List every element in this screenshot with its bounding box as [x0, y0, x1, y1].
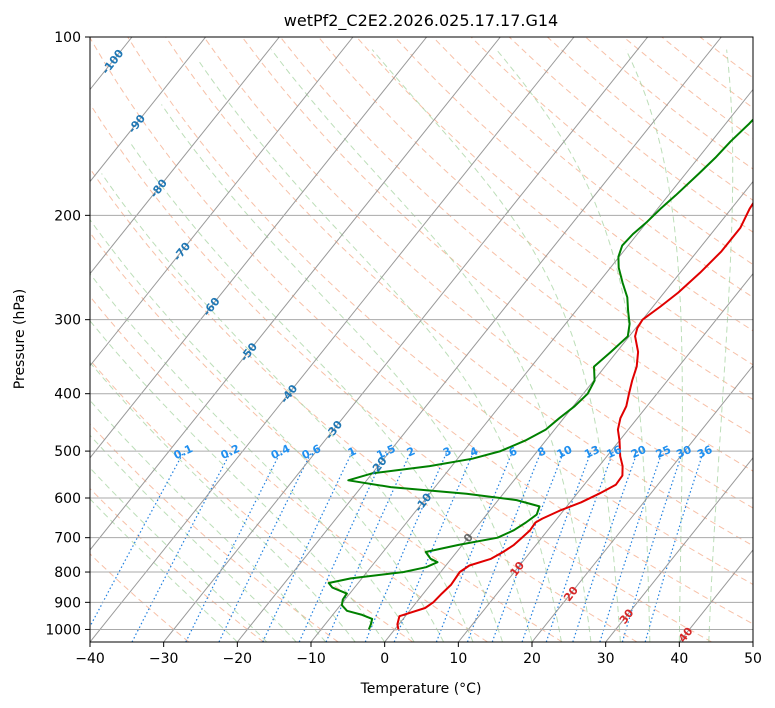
isotherms — [90, 37, 753, 642]
moist-adiabat — [90, 434, 297, 642]
moist-adiabat — [270, 49, 592, 642]
isotherm-line — [384, 180, 753, 642]
dry-adiabat — [90, 231, 563, 642]
moist-adiabat — [90, 467, 268, 642]
dewpoint-line — [327, 118, 753, 630]
moist-adiabat — [496, 49, 651, 642]
isotherm-line — [90, 37, 354, 367]
x-tick-label: −40 — [75, 651, 105, 667]
moist-adiabat — [90, 361, 356, 642]
x-tick-label: 0 — [380, 651, 389, 667]
moist-adiabat — [625, 49, 683, 642]
mixing-ratio-line — [572, 450, 639, 642]
mixing-ratio-line — [435, 450, 514, 642]
moist-adiabat — [90, 218, 445, 642]
mixing-ratio-label: 36 — [695, 443, 715, 461]
moist-adiabat — [90, 399, 327, 642]
x-tick-label: −10 — [296, 651, 326, 667]
mixing-ratio-line — [90, 450, 185, 628]
mixing-ratio-line — [364, 450, 448, 642]
chart-title: wetPf2_C2E2.2026.025.17.17.G14 — [284, 11, 558, 31]
isotherm-line — [310, 88, 753, 642]
isotherm-line — [90, 37, 280, 275]
moist-adiabat — [708, 49, 734, 642]
mixing-ratio-line — [466, 450, 542, 642]
y-tick-label: 900 — [54, 595, 81, 611]
plot-frame — [89, 36, 754, 643]
moist-adiabat — [90, 273, 415, 642]
isotherm-line — [90, 37, 207, 183]
dry-adiabat — [90, 553, 190, 642]
mixing-ratio-label: 16 — [605, 443, 625, 461]
moist-adiabats — [90, 49, 734, 642]
isotherm-line — [90, 37, 428, 459]
moist-adiabat — [371, 49, 621, 642]
isotherm-line — [163, 37, 649, 642]
mixing-ratio-line — [599, 450, 663, 642]
dry-adiabat — [90, 167, 638, 642]
mixing-ratio-label: 30 — [674, 443, 694, 461]
moist-adiabat — [90, 320, 386, 642]
y-tick-label: 1000 — [45, 622, 81, 638]
mixing-ratio-line — [521, 450, 592, 642]
y-axis-ticks: 100 200 300 400 500 600 700 800 900 1000 — [45, 30, 90, 638]
dry-adiabat — [90, 37, 753, 625]
y-axis-label: Pressure (hPa) — [12, 289, 28, 389]
isotherm-line — [90, 37, 501, 551]
mixing-ratio-line — [325, 450, 412, 642]
moist-adiabat — [161, 104, 533, 642]
dry-adiabat — [203, 37, 753, 509]
y-tick-label: 100 — [54, 30, 81, 46]
temperature-line — [396, 201, 753, 630]
y-tick-label: 500 — [54, 444, 81, 460]
moist-adiabat — [90, 498, 238, 642]
x-tick-label: −30 — [149, 651, 179, 667]
x-axis-label: Temperature (°C) — [360, 681, 482, 697]
plot-area: 0.1 0.2 0.4 0.6 1 1.5 2 3 4 6 8 10 13 16 20 25 30 36-100-… — [90, 37, 753, 642]
isotherm-line — [236, 37, 722, 642]
x-tick-label: 50 — [744, 651, 762, 667]
dry-adiabat — [90, 103, 712, 642]
dry-adiabat — [90, 423, 339, 642]
y-tick-label: 300 — [54, 313, 81, 329]
x-tick-label: 10 — [449, 651, 467, 667]
isotherm-line — [90, 37, 575, 642]
dry-adiabat — [394, 37, 753, 332]
x-tick-label: 20 — [523, 651, 541, 667]
isotherm-line — [531, 364, 753, 642]
moist-adiabat — [198, 61, 562, 642]
x-axis-ticks: −40 −30 −20 −10 0 10 20 30 40 50 — [75, 642, 762, 667]
y-tick-label: 200 — [54, 208, 81, 224]
mixing-ratio-label: 10 — [555, 443, 575, 461]
isotherm-line — [457, 272, 753, 642]
y-tick-label: 800 — [54, 565, 81, 581]
dry-adiabats — [90, 37, 753, 642]
x-tick-label: −20 — [223, 651, 253, 667]
dry-adiabat — [356, 37, 753, 366]
mixing-ratio-line — [185, 450, 282, 642]
mixing-ratio-line — [491, 450, 565, 642]
mixing-ratio-label: 25 — [654, 443, 673, 461]
dry-adiabat — [318, 37, 753, 401]
y-tick-label: 700 — [54, 531, 81, 547]
dry-adiabat — [127, 37, 753, 586]
mixing-ratio-label: 20 — [629, 443, 649, 461]
dry-adiabat — [165, 37, 753, 547]
isotherm-line — [605, 457, 753, 642]
x-tick-label: 30 — [597, 651, 615, 667]
y-tick-label: 600 — [54, 491, 81, 507]
isobars — [90, 37, 753, 630]
x-tick-label: 40 — [670, 651, 688, 667]
mixing-ratio-label: 13 — [582, 443, 601, 461]
moist-adiabat — [101, 173, 474, 642]
sounding-profiles — [327, 118, 753, 630]
y-tick-label: 400 — [54, 387, 81, 403]
mixing-ratio-line — [621, 450, 684, 642]
dry-adiabat — [90, 295, 488, 642]
